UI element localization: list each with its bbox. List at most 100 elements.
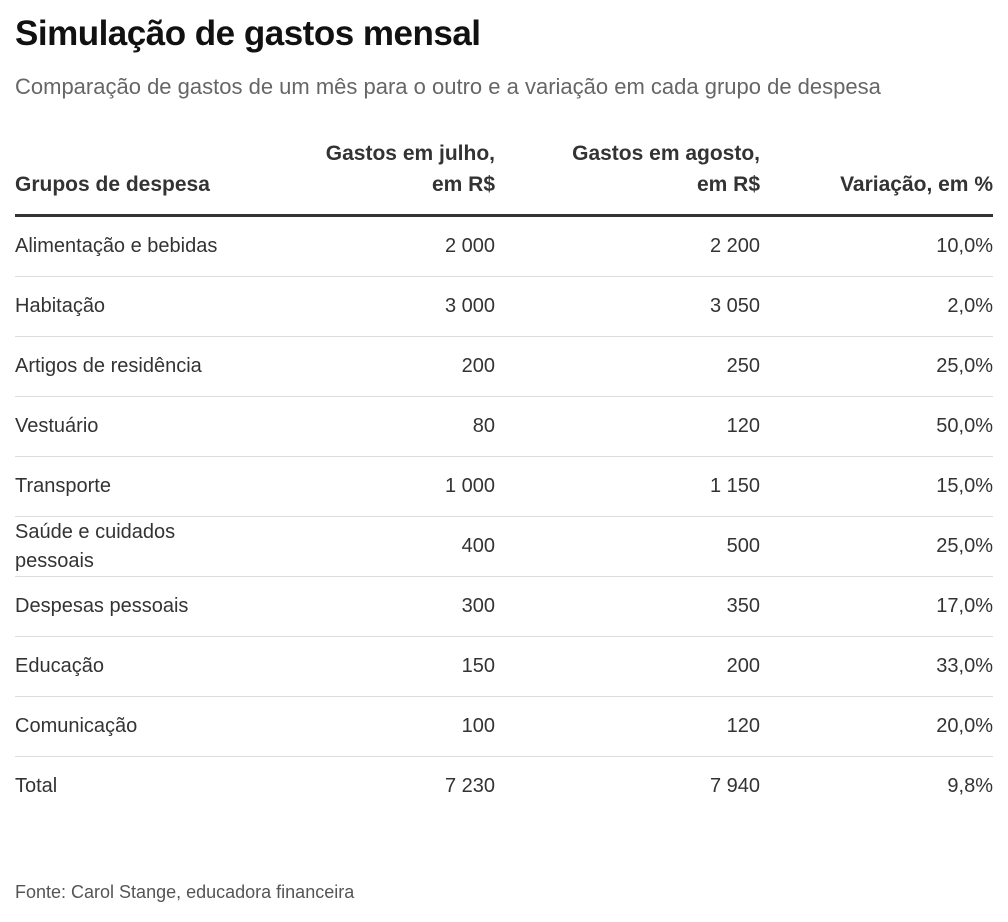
row: Total 7 230 7 940 9,8% (15, 757, 993, 817)
cell: Artigos de residência (15, 336, 265, 397)
cell: 250 (495, 336, 760, 397)
header-line: Gastos em agosto, (572, 142, 760, 165)
column-header: Gastos em julho, em R$ (265, 138, 495, 217)
cell-value: 7 230 (444, 775, 495, 797)
cell: 200 (495, 636, 760, 697)
cell: Comunicação (15, 696, 265, 757)
cell: 1 150 (495, 456, 760, 517)
header-line: Variação, em % (840, 173, 993, 196)
cell-value: 17,0% (936, 595, 993, 617)
cell: 7 230 (265, 757, 495, 817)
cell-value: 400 (461, 535, 495, 557)
row-label: Vestuário (15, 415, 99, 437)
header-line: em R$ (696, 173, 760, 196)
row: Educação 150 200 33,0% (15, 636, 993, 697)
header-row: Grupos de despesa Gastos em julho, em R$ Ga… (15, 138, 993, 217)
row-label: Transporte (15, 475, 111, 497)
cell-value: 25,0% (936, 355, 993, 377)
cell-value: 9,8% (947, 775, 993, 797)
cell: 500 (495, 516, 760, 577)
cell: Transporte (15, 456, 265, 517)
header-line: em R$ (431, 173, 495, 196)
cell: 33,0% (760, 636, 993, 697)
cell: Educação (15, 636, 265, 697)
cell: 7 940 (495, 757, 760, 817)
cell: 50,0% (760, 396, 993, 457)
cell: Habitação (15, 276, 265, 337)
cell-value: 15,0% (936, 475, 993, 497)
subtitle: Comparação de gastos de um mês para o ou… (15, 74, 881, 99)
table-body: Alimentação e bebidas 2 000 2 200 10,0% Habi… (15, 215, 993, 817)
cell: 20,0% (760, 696, 993, 757)
cell: 120 (495, 696, 760, 757)
cell-value: 150 (461, 655, 495, 677)
row-label: Habitação (15, 295, 106, 317)
row-label: Comunicação (15, 715, 138, 737)
row: Saúde e cuidados pessoais 400 500 25,0% (15, 516, 993, 577)
cell: 80 (265, 396, 495, 457)
cell-value: 120 (726, 715, 760, 737)
cell: Alimentação e bebidas (15, 215, 265, 277)
cell: 25,0% (760, 336, 993, 397)
row: Despesas pessoais 300 350 17,0% (15, 576, 993, 637)
cell: 2 200 (495, 215, 760, 277)
cell-value: 200 (461, 355, 495, 377)
cell-value: 7 940 (709, 775, 760, 797)
cell: 3 050 (495, 276, 760, 337)
cell: 3 000 (265, 276, 495, 337)
column-header: Grupos de despesa (15, 138, 265, 217)
cell-value: 2,0% (947, 295, 993, 317)
cell-value: 1 150 (709, 475, 760, 497)
cell-value: 1 000 (444, 475, 495, 497)
row: Artigos de residência 200 250 25,0% (15, 336, 993, 397)
column-header: Variação, em % (760, 138, 993, 217)
cell-value: 250 (726, 355, 760, 377)
row-label: Despesas pessoais (15, 595, 189, 617)
cell: 25,0% (760, 516, 993, 577)
source: Fonte: Carol Stange, educadora financeir… (15, 882, 355, 902)
cell: 10,0% (760, 215, 993, 277)
cell: 350 (495, 576, 760, 637)
cell-value: 80 (472, 415, 495, 437)
cell-value: 50,0% (936, 415, 993, 437)
row-label: Artigos de residência (15, 355, 202, 377)
row: Vestuário 80 120 50,0% (15, 396, 993, 457)
cell: 17,0% (760, 576, 993, 637)
cell-value: 2 000 (444, 235, 495, 257)
cell: 15,0% (760, 456, 993, 517)
cell-value: 20,0% (936, 715, 993, 737)
cell: 2,0% (760, 276, 993, 337)
title: Simulação de gastos mensal (15, 14, 481, 53)
cell-value: 120 (726, 415, 760, 437)
row-label: Educação (15, 655, 104, 677)
table: Grupos de despesa Gastos em julho, em R$ Ga… (15, 138, 993, 816)
cell: 120 (495, 396, 760, 457)
cell-value: 3 000 (444, 295, 495, 317)
cell-value: 300 (461, 595, 495, 617)
cell: 2 000 (265, 215, 495, 277)
row-label: Total (15, 775, 58, 797)
column-header: Gastos em agosto, em R$ (495, 138, 760, 217)
cell: 150 (265, 636, 495, 697)
cell-value: 33,0% (936, 655, 993, 677)
header-line: Gastos em julho, (325, 142, 495, 165)
cell: Vestuário (15, 396, 265, 457)
cell: 1 000 (265, 456, 495, 517)
cell-value: 100 (461, 715, 495, 737)
cell-value: 2 200 (709, 235, 760, 257)
cell: 100 (265, 696, 495, 757)
cell: 300 (265, 576, 495, 637)
row-label: Alimentação e bebidas (15, 235, 218, 257)
row-label: Saúde e cuidados pessoais (15, 520, 176, 572)
cell-value: 350 (726, 595, 760, 617)
cell-value: 10,0% (936, 235, 993, 257)
header-line: Grupos de despesa (15, 173, 210, 196)
cell: 9,8% (760, 757, 993, 817)
cell-value: 500 (726, 535, 760, 557)
row: Comunicação 100 120 20,0% (15, 696, 993, 757)
cell: 400 (265, 516, 495, 577)
cell-value: 200 (726, 655, 760, 677)
cell: Despesas pessoais (15, 576, 265, 637)
cell-value: 25,0% (936, 535, 993, 557)
cell: 200 (265, 336, 495, 397)
